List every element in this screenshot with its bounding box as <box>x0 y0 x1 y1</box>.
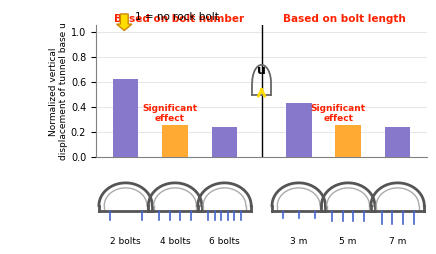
Text: 4 bolts: 4 bolts <box>160 237 191 246</box>
Text: Based on bolt length: Based on bolt length <box>283 14 406 24</box>
Text: 6 bolts: 6 bolts <box>209 237 240 246</box>
Text: Significant
effect: Significant effect <box>311 104 366 123</box>
Bar <box>335 125 361 157</box>
Text: 3 m: 3 m <box>290 237 307 246</box>
Text: 7 m: 7 m <box>389 237 406 246</box>
Text: Significant
effect: Significant effect <box>143 104 198 123</box>
Bar <box>286 103 312 157</box>
Text: u: u <box>257 64 266 77</box>
Bar <box>162 125 188 157</box>
Text: 2 bolts: 2 bolts <box>110 237 141 246</box>
Text: 5 m: 5 m <box>340 237 357 246</box>
Bar <box>113 80 139 157</box>
Bar <box>211 127 237 157</box>
Text: 1 = no rock bolt: 1 = no rock bolt <box>135 11 219 22</box>
Bar <box>385 127 410 157</box>
Y-axis label: Normalized vertical
displacement of tunnel base u: Normalized vertical displacement of tunn… <box>49 23 68 160</box>
Text: Based on bolt number: Based on bolt number <box>114 14 244 24</box>
